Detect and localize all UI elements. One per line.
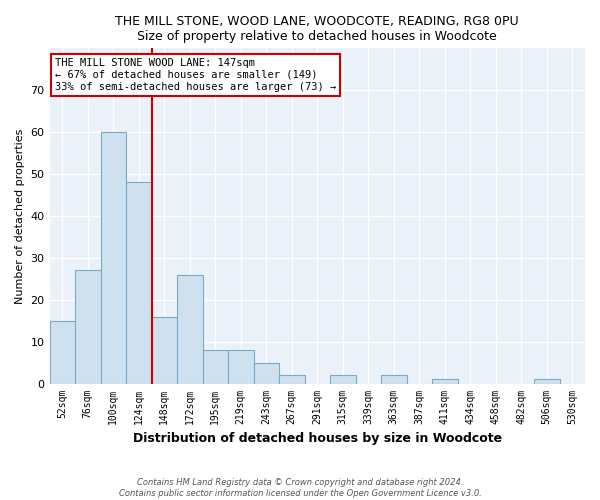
Bar xyxy=(254,362,279,384)
Bar xyxy=(177,274,203,384)
Bar xyxy=(534,380,560,384)
Bar xyxy=(75,270,101,384)
Text: THE MILL STONE WOOD LANE: 147sqm
← 67% of detached houses are smaller (149)
33% : THE MILL STONE WOOD LANE: 147sqm ← 67% o… xyxy=(55,58,336,92)
Bar xyxy=(381,375,407,384)
Bar xyxy=(330,375,356,384)
Title: THE MILL STONE, WOOD LANE, WOODCOTE, READING, RG8 0PU
Size of property relative : THE MILL STONE, WOOD LANE, WOODCOTE, REA… xyxy=(115,15,519,43)
Bar xyxy=(101,132,126,384)
Bar xyxy=(203,350,228,384)
Bar xyxy=(126,182,152,384)
Bar xyxy=(152,316,177,384)
X-axis label: Distribution of detached houses by size in Woodcote: Distribution of detached houses by size … xyxy=(133,432,502,445)
Bar xyxy=(432,380,458,384)
Y-axis label: Number of detached properties: Number of detached properties xyxy=(15,128,25,304)
Bar xyxy=(279,375,305,384)
Text: Contains HM Land Registry data © Crown copyright and database right 2024.
Contai: Contains HM Land Registry data © Crown c… xyxy=(119,478,481,498)
Bar xyxy=(50,320,75,384)
Bar xyxy=(228,350,254,384)
